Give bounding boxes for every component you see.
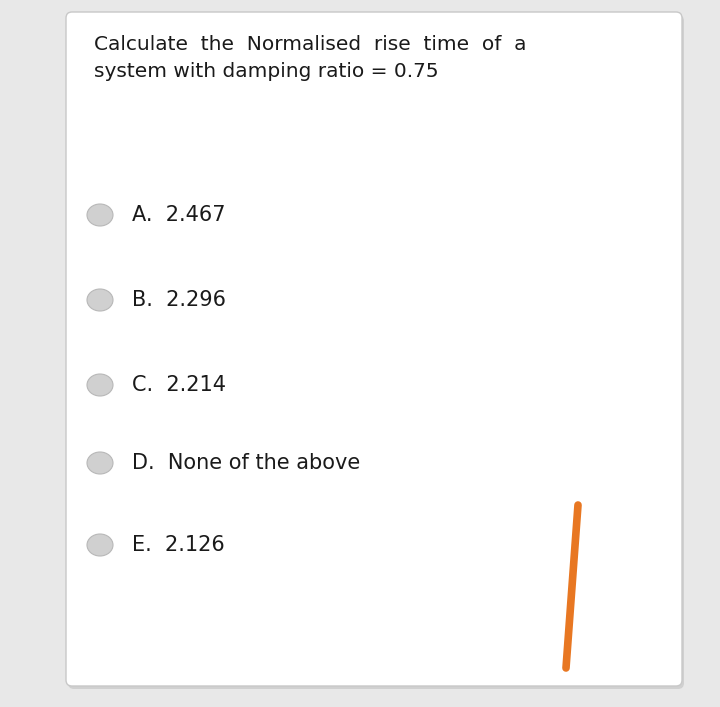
Text: B.  2.296: B. 2.296 xyxy=(132,290,226,310)
Ellipse shape xyxy=(87,452,113,474)
Ellipse shape xyxy=(87,374,113,396)
Text: system with damping ratio = 0.75: system with damping ratio = 0.75 xyxy=(94,62,438,81)
FancyBboxPatch shape xyxy=(68,15,684,689)
Text: Calculate  the  Normalised  rise  time  of  a: Calculate the Normalised rise time of a xyxy=(94,35,526,54)
Ellipse shape xyxy=(87,289,113,311)
Text: E.  2.126: E. 2.126 xyxy=(132,535,225,555)
Ellipse shape xyxy=(87,534,113,556)
Text: A.  2.467: A. 2.467 xyxy=(132,205,225,225)
Text: C.  2.214: C. 2.214 xyxy=(132,375,226,395)
Text: D.  None of the above: D. None of the above xyxy=(132,453,360,473)
Ellipse shape xyxy=(87,204,113,226)
FancyBboxPatch shape xyxy=(66,12,682,686)
